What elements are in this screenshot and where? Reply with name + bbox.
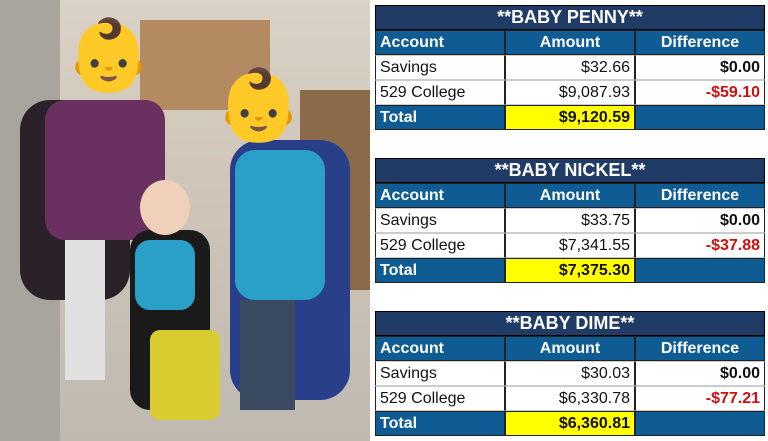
baby-emoji-icon: 👶: [65, 16, 153, 94]
amount-cell: $30.03: [505, 361, 635, 386]
table-title: **BABY NICKEL**: [375, 158, 765, 183]
difference-cell: $0.00: [635, 361, 765, 386]
table-row: Savings $32.66 $0.00: [375, 55, 765, 80]
column-header: Amount: [505, 30, 635, 55]
account-table: **BABY PENNY** Account Amount Difference Sa…: [375, 5, 765, 130]
table-row: 529 College $9,087.93 -$59.10: [375, 80, 765, 105]
total-amount: $7,375.30: [505, 258, 635, 283]
difference-cell: $0.00: [635, 55, 765, 80]
total-row: Total $9,120.59: [375, 105, 765, 130]
account-table: **BABY NICKEL** Account Amount Difference S…: [375, 158, 765, 283]
account-cell: 529 College: [375, 386, 505, 411]
account-cell: Savings: [375, 55, 505, 80]
total-difference-cell: [635, 258, 765, 283]
header-row: Account Amount Difference: [375, 30, 765, 55]
table-title: **BABY DIME**: [375, 311, 765, 336]
total-difference-cell: [635, 411, 765, 436]
baby-emoji-icon: 👶: [215, 66, 303, 144]
column-header: Amount: [505, 183, 635, 208]
total-row: Total $7,375.30: [375, 258, 765, 283]
header-row: Account Amount Difference: [375, 336, 765, 361]
amount-cell: $33.75: [505, 208, 635, 233]
difference-cell: -$59.10: [635, 80, 765, 105]
account-cell: 529 College: [375, 233, 505, 258]
table-title: **BABY PENNY**: [375, 5, 765, 30]
family-photo: 👶 👶: [0, 0, 370, 441]
total-label: Total: [375, 105, 505, 130]
column-header: Account: [375, 183, 505, 208]
total-amount: $6,360.81: [505, 411, 635, 436]
total-row: Total $6,360.81: [375, 411, 765, 436]
account-cell: Savings: [375, 208, 505, 233]
column-header: Account: [375, 336, 505, 361]
column-header: Amount: [505, 336, 635, 361]
column-header: Difference: [635, 183, 765, 208]
account-cell: Savings: [375, 361, 505, 386]
total-amount: $9,120.59: [505, 105, 635, 130]
table-row: 529 College $7,341.55 -$37.88: [375, 233, 765, 258]
column-header: Difference: [635, 336, 765, 361]
account-table: **BABY DIME** Account Amount Difference Sav…: [375, 311, 765, 436]
amount-cell: $6,330.78: [505, 386, 635, 411]
table-row: 529 College $6,330.78 -$77.21: [375, 386, 765, 411]
difference-cell: -$37.88: [635, 233, 765, 258]
account-cell: 529 College: [375, 80, 505, 105]
column-header: Difference: [635, 30, 765, 55]
difference-cell: -$77.21: [635, 386, 765, 411]
amount-cell: $9,087.93: [505, 80, 635, 105]
amount-cell: $32.66: [505, 55, 635, 80]
table-row: Savings $30.03 $0.00: [375, 361, 765, 386]
table-row: Savings $33.75 $0.00: [375, 208, 765, 233]
total-difference-cell: [635, 105, 765, 130]
total-label: Total: [375, 411, 505, 436]
amount-cell: $7,341.55: [505, 233, 635, 258]
header-row: Account Amount Difference: [375, 183, 765, 208]
column-header: Account: [375, 30, 505, 55]
total-label: Total: [375, 258, 505, 283]
difference-cell: $0.00: [635, 208, 765, 233]
